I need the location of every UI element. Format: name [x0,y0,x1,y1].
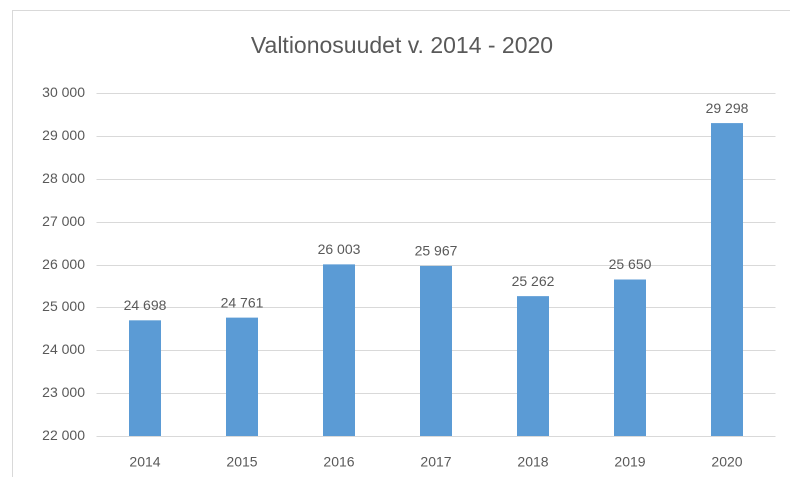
x-tick-label: 2014 [129,454,160,470]
y-tick-label: 22 000 [42,427,85,443]
bar [323,264,355,436]
bar [226,317,258,436]
value-label: 24 698 [124,297,167,313]
y-tick-label: 29 000 [42,127,85,143]
bar [129,320,161,436]
y-tick-label: 27 000 [42,213,85,229]
y-tick-label: 23 000 [42,384,85,400]
chart-title: Valtionosuudet v. 2014 - 2020 [251,32,553,58]
x-tick-label: 2015 [226,454,257,470]
y-tick-label: 28 000 [42,170,85,186]
value-label: 29 298 [706,100,749,116]
bar [711,123,743,436]
value-label: 25 967 [415,243,458,259]
y-tick-label: 30 000 [42,84,85,100]
x-tick-label: 2018 [517,454,548,470]
value-label: 26 003 [318,241,361,257]
x-tick-label: 2017 [420,454,451,470]
y-tick-label: 25 000 [42,298,85,314]
value-label: 25 650 [609,256,652,272]
x-tick-label: 2020 [711,454,742,470]
x-tick-label: 2016 [323,454,354,470]
bar [614,279,646,436]
y-tick-label: 26 000 [42,256,85,272]
bar [420,265,452,436]
y-tick-label: 24 000 [42,341,85,357]
bar [517,296,549,436]
chart-border [12,10,790,477]
value-label: 25 262 [512,273,555,289]
value-label: 24 761 [221,294,264,310]
x-tick-label: 2019 [614,454,645,470]
